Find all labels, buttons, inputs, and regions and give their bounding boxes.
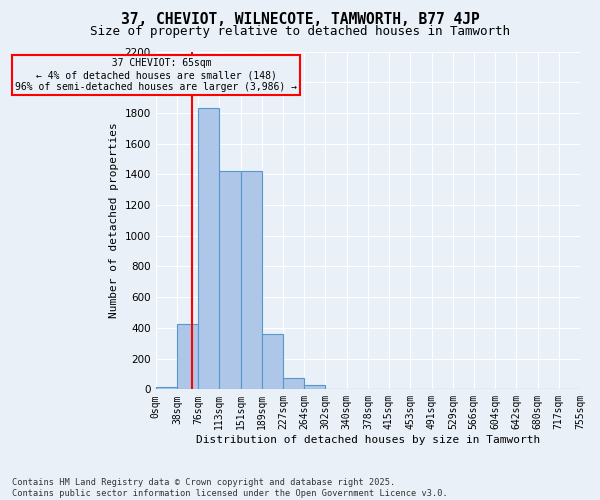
Text: Size of property relative to detached houses in Tamworth: Size of property relative to detached ho…	[90, 25, 510, 38]
Bar	[241, 172, 262, 390]
Bar	[155, 387, 177, 390]
Y-axis label: Number of detached properties: Number of detached properties	[109, 122, 119, 318]
Bar	[177, 324, 199, 390]
Bar	[325, 388, 347, 390]
Bar	[283, 378, 304, 390]
Text: Contains HM Land Registry data © Crown copyright and database right 2025.
Contai: Contains HM Land Registry data © Crown c…	[12, 478, 448, 498]
Bar	[199, 108, 219, 390]
Bar	[262, 334, 283, 390]
Text: 37 CHEVIOT: 65sqm
← 4% of detached houses are smaller (148)
96% of semi-detached: 37 CHEVIOT: 65sqm ← 4% of detached house…	[15, 58, 297, 92]
Bar	[219, 172, 241, 390]
Bar	[304, 384, 325, 390]
X-axis label: Distribution of detached houses by size in Tamworth: Distribution of detached houses by size …	[196, 435, 540, 445]
Text: 37, CHEVIOT, WILNECOTE, TAMWORTH, B77 4JP: 37, CHEVIOT, WILNECOTE, TAMWORTH, B77 4J…	[121, 12, 479, 28]
